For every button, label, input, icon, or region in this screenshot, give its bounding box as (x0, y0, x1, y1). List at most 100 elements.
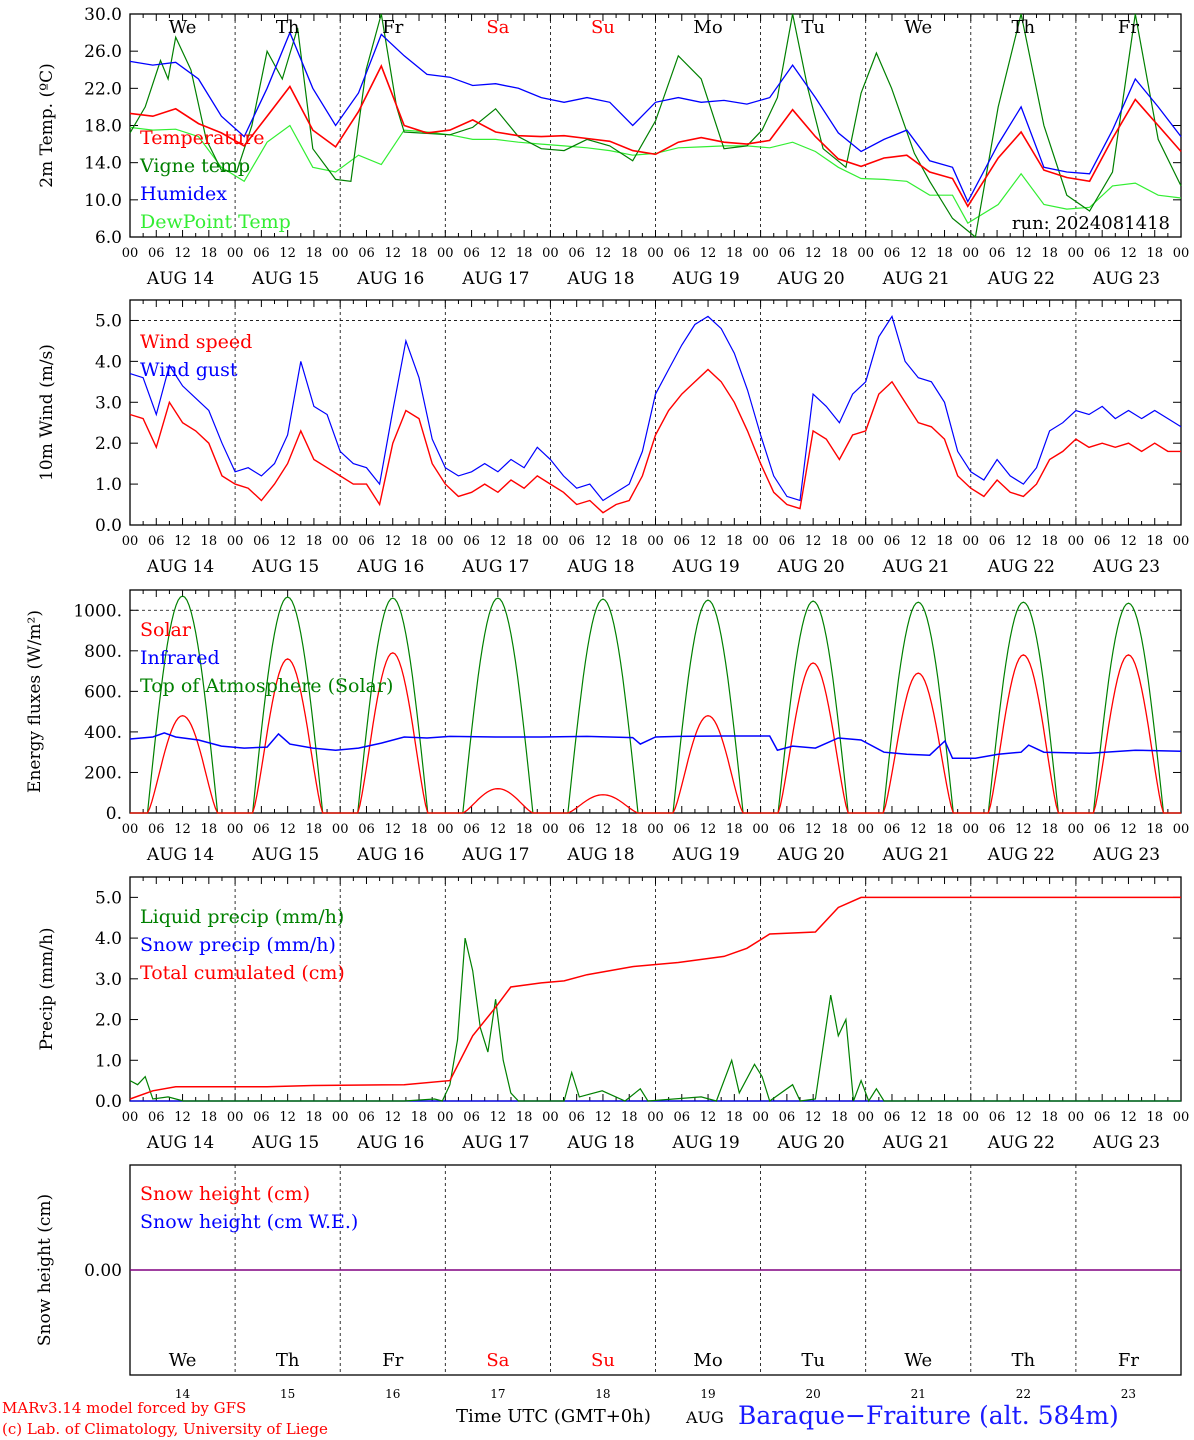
date-label: AUG 14 (146, 845, 214, 865)
legend-entry: Snow height (cm) (140, 1183, 310, 1205)
y-axis-label: 10m Wind (m/s) (37, 344, 57, 481)
hour-tick-label: 00 (647, 534, 664, 549)
legend-entry: Top of Atmosphere (Solar) (140, 675, 393, 697)
hour-tick-label: 18 (306, 822, 323, 837)
date-label: AUG 18 (566, 557, 634, 577)
hour-tick-label: 06 (779, 1110, 796, 1125)
series-liquid-precip (129, 937, 1181, 1103)
y-tick-label: 2.0 (95, 1011, 122, 1031)
hour-tick-label: 06 (358, 1110, 375, 1125)
hour-tick-label: 00 (437, 246, 454, 261)
legend-entry: Solar (140, 619, 192, 641)
date-label: AUG 20 (777, 1133, 845, 1153)
day-name-bottom: Su (591, 1350, 615, 1371)
hour-tick-label: 12 (1120, 822, 1137, 837)
hour-tick-label: 00 (857, 1110, 874, 1125)
hour-tick-label: 18 (1146, 246, 1163, 261)
hour-tick-label: 12 (910, 246, 927, 261)
hour-tick-label: 00 (227, 534, 244, 549)
hour-tick-label: 00 (1068, 534, 1085, 549)
hour-tick-label: 06 (358, 246, 375, 261)
run-annotation: run: 2024081418 (1012, 213, 1170, 234)
series-wind-speed (129, 368, 1181, 514)
day-name-bottom: Sa (486, 1350, 509, 1371)
hour-tick-label: 12 (595, 534, 612, 549)
hour-tick-label: 00 (122, 246, 139, 261)
date-label: AUG 16 (356, 557, 424, 577)
series-temperature (129, 64, 1182, 208)
day-name-bottom: Tu (801, 1350, 825, 1371)
hour-tick-label: 12 (1120, 246, 1137, 261)
hour-tick-label: 00 (1068, 1110, 1085, 1125)
hour-tick-label: 18 (936, 534, 953, 549)
hour-tick-label: 12 (384, 246, 401, 261)
legend-entry: Vigne temp (139, 155, 250, 177)
hour-tick-label: 18 (1041, 822, 1058, 837)
date-label: AUG 18 (566, 1133, 634, 1153)
hour-tick-label: 12 (490, 534, 507, 549)
hour-tick-label: 18 (201, 534, 218, 549)
hour-tick-label: 12 (805, 246, 822, 261)
hour-tick-label: 00 (332, 534, 349, 549)
hour-tick-label: 06 (568, 822, 585, 837)
hour-tick-label: 06 (674, 534, 691, 549)
legend-entry: Wind speed (140, 331, 252, 353)
hour-tick-label: 06 (358, 534, 375, 549)
hour-tick-label: 12 (384, 1110, 401, 1125)
date-label: AUG 15 (251, 845, 319, 865)
panel-1 (129, 13, 1182, 238)
hour-tick-label: 12 (279, 822, 296, 837)
hour-tick-label: 12 (700, 1110, 717, 1125)
date-label: AUG 19 (671, 269, 739, 289)
hour-tick-label: 12 (805, 534, 822, 549)
day-name-bottom: Th (276, 1350, 300, 1371)
hour-tick-label: 18 (306, 246, 323, 261)
hour-tick-label: 06 (568, 1110, 585, 1125)
hour-tick-label: 00 (1173, 822, 1190, 837)
day-name-top: Fr (1118, 17, 1139, 38)
date-label: AUG 16 (356, 845, 424, 865)
hour-tick-label: 12 (910, 534, 927, 549)
date-label: AUG 23 (1092, 269, 1160, 289)
y-tick-label: 600. (84, 682, 122, 702)
day-number: 21 (911, 1387, 926, 1401)
legend-entry: Total cumulated (cm) (140, 962, 345, 984)
y-tick-label: 22.0 (84, 79, 122, 99)
day-name-top: Tu (801, 17, 825, 38)
hour-tick-label: 12 (490, 246, 507, 261)
hour-tick-label: 18 (516, 246, 533, 261)
y-tick-label: 5.0 (95, 888, 122, 908)
day-name-top: Fr (382, 17, 403, 38)
hour-tick-label: 12 (595, 246, 612, 261)
hour-tick-label: 00 (857, 246, 874, 261)
hour-tick-label: 00 (332, 1110, 349, 1125)
y-tick-label: 0.0 (95, 1092, 122, 1112)
y-tick-label: 10.0 (84, 191, 122, 211)
hour-tick-label: 12 (700, 534, 717, 549)
date-label: AUG 16 (356, 1133, 424, 1153)
hour-tick-label: 00 (1173, 246, 1190, 261)
day-name-top: Sa (486, 17, 509, 38)
date-label: AUG 16 (356, 269, 424, 289)
hour-tick-label: 06 (989, 246, 1006, 261)
hour-tick-label: 12 (384, 534, 401, 549)
y-tick-label: 2.0 (95, 434, 122, 454)
hour-tick-label: 18 (201, 822, 218, 837)
month-label: AUG (686, 1408, 724, 1427)
hour-tick-label: 12 (1015, 246, 1032, 261)
time-axis-label: Time UTC (GMT+0h) (456, 1406, 651, 1427)
hour-tick-label: 18 (831, 1110, 848, 1125)
hour-tick-label: 12 (174, 246, 191, 261)
date-label: AUG 17 (461, 269, 529, 289)
credit-line-2: (c) Lab. of Climatology, University of L… (2, 1420, 328, 1438)
hour-tick-label: 00 (542, 822, 559, 837)
day-number: 15 (280, 1387, 295, 1401)
date-label: AUG 14 (146, 269, 214, 289)
hour-tick-label: 18 (831, 822, 848, 837)
hour-tick-label: 12 (279, 534, 296, 549)
hour-tick-label: 00 (437, 534, 454, 549)
date-label: AUG 23 (1092, 845, 1160, 865)
y-tick-label: 5.0 (95, 311, 122, 331)
hour-tick-label: 18 (726, 534, 743, 549)
